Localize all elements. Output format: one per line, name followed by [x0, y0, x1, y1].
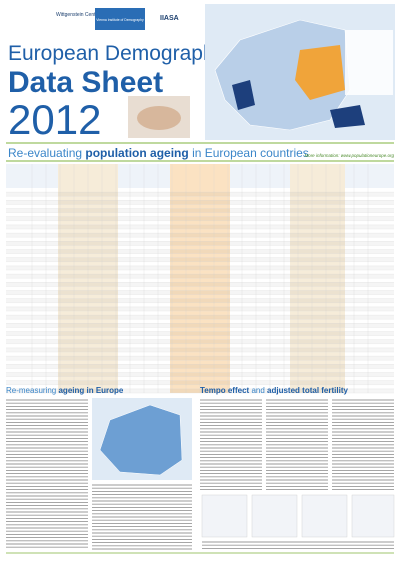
- photo-hands: [137, 106, 181, 130]
- section-emphasis: ageing in Europe: [58, 386, 123, 395]
- more-info: More information: www.populationeurope.o…: [304, 153, 394, 158]
- logo-iiasa: IIASA: [160, 15, 179, 22]
- section-emphasis: adjusted total fertility: [267, 386, 348, 395]
- title-line2: Data Sheet: [8, 66, 163, 99]
- figure: [351, 494, 395, 538]
- text-columns: [6, 399, 394, 550]
- banner-suffix: in European countries: [192, 146, 309, 160]
- map-region-navy: [232, 80, 255, 110]
- section-title: Re-measuring ageing in Europe: [6, 386, 124, 395]
- banner-emphasis: population ageing: [85, 146, 188, 160]
- banner-prefix: Re-evaluating: [8, 146, 82, 160]
- title-year: 2012: [8, 96, 101, 143]
- section-prefix: Tempo effect: [200, 386, 250, 395]
- section-prefix: Re-measuring: [6, 386, 56, 395]
- logo-vid: Vienna Institute of Demography: [96, 18, 144, 22]
- logo-vid-box: [95, 8, 145, 30]
- section-middle: and: [251, 386, 264, 395]
- map-region-orange: [295, 45, 345, 100]
- map-legend: [345, 30, 393, 95]
- figure: [201, 494, 248, 538]
- table: [6, 164, 394, 394]
- section-map-europe: [99, 404, 183, 476]
- map-region-navy: [330, 105, 365, 128]
- title-line1: European Demographic: [8, 42, 230, 65]
- section-title: Tempo effect and adjusted total fertilit…: [200, 386, 348, 395]
- figure: [301, 494, 348, 538]
- banner-title: Re-evaluating population ageing in Europ…: [8, 146, 309, 160]
- figure: [251, 494, 298, 538]
- table-column-group: [290, 164, 345, 393]
- logo-wittgenstein: Wittgenstein Centre: [56, 12, 100, 18]
